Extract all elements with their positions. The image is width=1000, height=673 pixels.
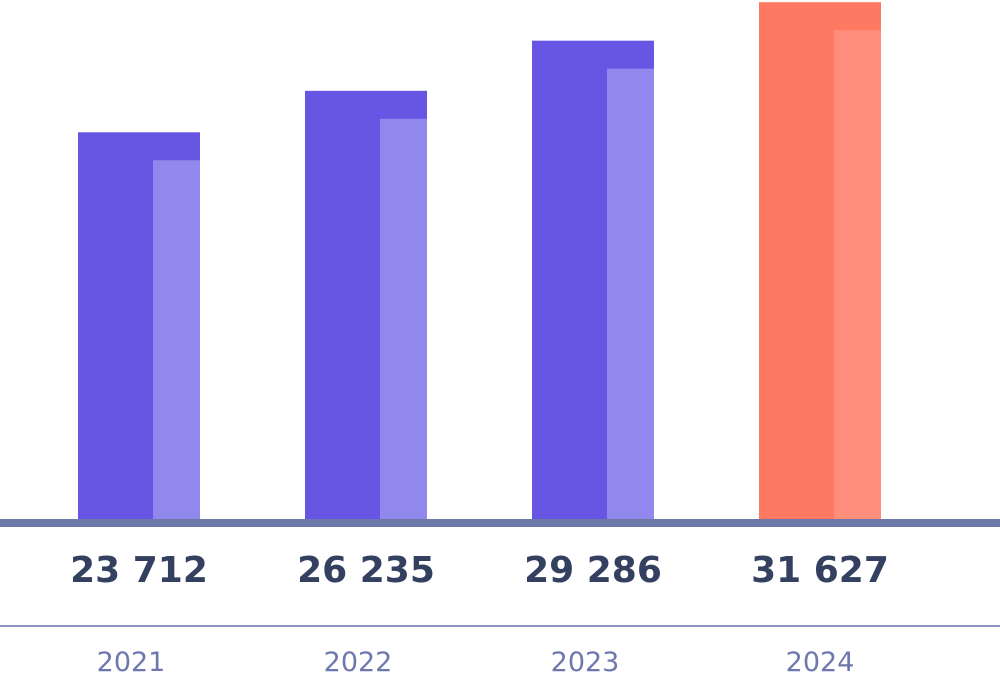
year-label-2021: 2021 [97,647,166,673]
value-label-2024: 31 627 [751,550,889,591]
year-label-2023: 2023 [551,647,620,673]
divider-line [0,625,1000,627]
bar-highlight-2024 [834,30,881,527]
value-label-2023: 29 286 [524,550,662,591]
bar-highlight-2023 [607,68,654,526]
value-label-2022: 26 235 [297,550,435,591]
value-label-2021: 23 712 [70,550,208,591]
x-axis-line [0,519,1000,527]
bar-highlight-2022 [380,118,427,526]
year-label-2022: 2022 [324,647,393,673]
year-label-2024: 2024 [786,647,855,673]
bar-highlight-2021 [153,160,200,526]
